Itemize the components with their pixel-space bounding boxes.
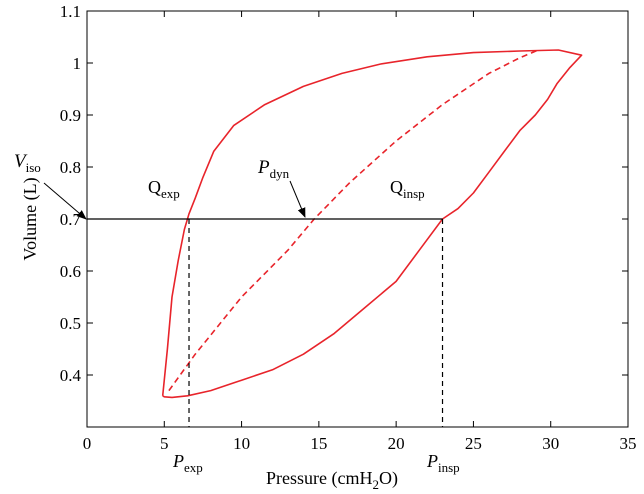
y-tick-label-7: 1.1 — [60, 2, 81, 21]
x-tick-label-4: 20 — [388, 434, 405, 453]
axis-ticks — [86, 10, 629, 427]
y-tick-label-2: 0.6 — [60, 262, 81, 281]
x-tick-label-3: 15 — [310, 434, 327, 453]
y-tick-label-4: 0.8 — [60, 158, 81, 177]
series-layer — [161, 49, 583, 399]
y-tick-label-1: 0.5 — [60, 314, 81, 333]
x-tick-label-5: 25 — [465, 434, 482, 453]
pressure-volume-loop — [161, 49, 583, 399]
y-tick-label-5: 0.9 — [60, 106, 81, 125]
x-tick-label-6: 30 — [542, 434, 559, 453]
x-tick-label-7: 35 — [620, 434, 637, 453]
x-tick-label-2: 10 — [233, 434, 250, 453]
axis-tick-labels: 0 5 10 15 20 25 30 35 0.4 0.5 0.6 0.7 0.8 0.9 1 1.1 — [60, 2, 637, 453]
y-tick-label-3: 0.7 — [60, 210, 82, 229]
x-axis-title: Pressure (cmH2O) — [266, 468, 398, 492]
annotation-p-dyn: Pdyn — [257, 157, 290, 181]
p-dyn-arrow — [289, 180, 306, 218]
annotation-v-iso: Viso — [14, 151, 41, 175]
x-tick-label-1: 5 — [160, 434, 169, 453]
y-axis-title: Volume (L) — [20, 177, 41, 260]
dynamic-pressure-dashed-curve — [168, 49, 539, 392]
marker-p-insp-label: Pinsp — [426, 451, 460, 475]
v-iso-arrow — [43, 182, 87, 220]
annotation-q-insp: Qinsp — [390, 177, 425, 201]
annotation-q-exp: Qexp — [148, 177, 180, 201]
marker-p-exp-label: Pexp — [172, 451, 203, 475]
y-tick-label-6: 1 — [73, 54, 82, 73]
y-tick-label-0: 0.4 — [60, 366, 82, 385]
x-tick-label-0: 0 — [83, 434, 92, 453]
